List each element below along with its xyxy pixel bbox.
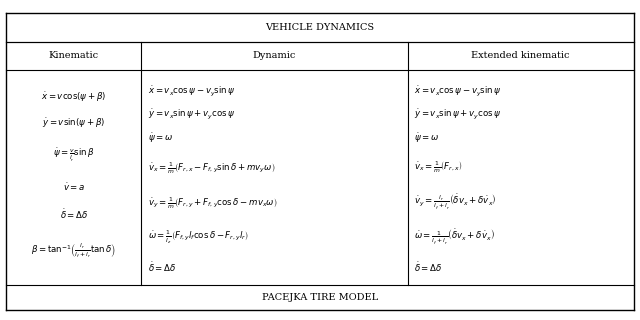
Text: $\beta = \tan^{-1}\!\left(\frac{l_r}{l_f+l_r}\tan\delta\right)$: $\beta = \tan^{-1}\!\left(\frac{l_r}{l_f… (31, 242, 116, 260)
Text: $\dot{\psi} = \omega$: $\dot{\psi} = \omega$ (148, 132, 173, 145)
Text: $\dot{\delta} = \Delta\delta$: $\dot{\delta} = \Delta\delta$ (414, 260, 443, 274)
Text: VEHICLE DYNAMICS: VEHICLE DYNAMICS (266, 23, 374, 32)
Text: $\dot{\delta} = \Delta\delta$: $\dot{\delta} = \Delta\delta$ (60, 207, 88, 221)
Text: $\dot{x} = v_x\cos\psi - v_y\sin\psi$: $\dot{x} = v_x\cos\psi - v_y\sin\psi$ (414, 85, 502, 99)
Text: $\dot{y} = v\sin(\psi + \beta)$: $\dot{y} = v\sin(\psi + \beta)$ (42, 116, 106, 130)
Text: $\dot{v}_y = \frac{l_r}{l_f+l_r}\left(\dot{\delta}v_x + \delta\dot{v}_x\right)$: $\dot{v}_y = \frac{l_r}{l_f+l_r}\left(\d… (414, 193, 497, 212)
Text: Dynamic: Dynamic (253, 52, 296, 60)
Text: $\dot{v}_x = \frac{1}{m}\left(F_{r,x} - F_{f,y}\sin\delta + mv_y\omega\right)$: $\dot{v}_x = \frac{1}{m}\left(F_{r,x} - … (148, 160, 275, 175)
Text: $\dot{v} = a$: $\dot{v} = a$ (63, 181, 85, 193)
Text: $\dot{\psi} = \frac{v}{l_r}\sin\beta$: $\dot{\psi} = \frac{v}{l_r}\sin\beta$ (53, 147, 95, 164)
Text: $\dot{y} = v_x\sin\psi + v_y\cos\psi$: $\dot{y} = v_x\sin\psi + v_y\cos\psi$ (148, 108, 235, 122)
Text: $\dot{x} = v\cos(\psi + \beta)$: $\dot{x} = v\cos(\psi + \beta)$ (41, 90, 106, 103)
Text: $\dot{v}_y = \frac{1}{m}\left(F_{r,y} + F_{f,y}\cos\delta - mv_x\omega\right)$: $\dot{v}_y = \frac{1}{m}\left(F_{r,y} + … (148, 195, 277, 210)
Text: $\dot{x} = v_x\cos\psi - v_y\sin\psi$: $\dot{x} = v_x\cos\psi - v_y\sin\psi$ (148, 85, 235, 99)
Text: $\dot{y} = v_x\sin\psi + v_y\cos\psi$: $\dot{y} = v_x\sin\psi + v_y\cos\psi$ (414, 108, 502, 122)
Text: PACEJKA TIRE MODEL: PACEJKA TIRE MODEL (262, 293, 378, 302)
Text: Extended kinematic: Extended kinematic (472, 52, 570, 60)
Text: $\dot{\omega} = \frac{1}{l_f+l_r}\left(\dot{\delta}v_x + \delta\dot{v}_x\right)$: $\dot{\omega} = \frac{1}{l_f+l_r}\left(\… (414, 228, 495, 247)
Text: $\dot{\delta} = \Delta\delta$: $\dot{\delta} = \Delta\delta$ (148, 260, 176, 274)
Text: $\dot{\omega} = \frac{1}{I_z}\left(F_{f,y}l_f\cos\delta - F_{r,y}l_r\right)$: $\dot{\omega} = \frac{1}{I_z}\left(F_{f,… (148, 229, 248, 246)
Text: Kinematic: Kinematic (49, 52, 99, 60)
Text: $\dot{\psi} = \omega$: $\dot{\psi} = \omega$ (414, 132, 439, 145)
Text: $\dot{v}_x = \frac{1}{m}\left(F_{r,x}\right)$: $\dot{v}_x = \frac{1}{m}\left(F_{r,x}\ri… (414, 160, 462, 175)
